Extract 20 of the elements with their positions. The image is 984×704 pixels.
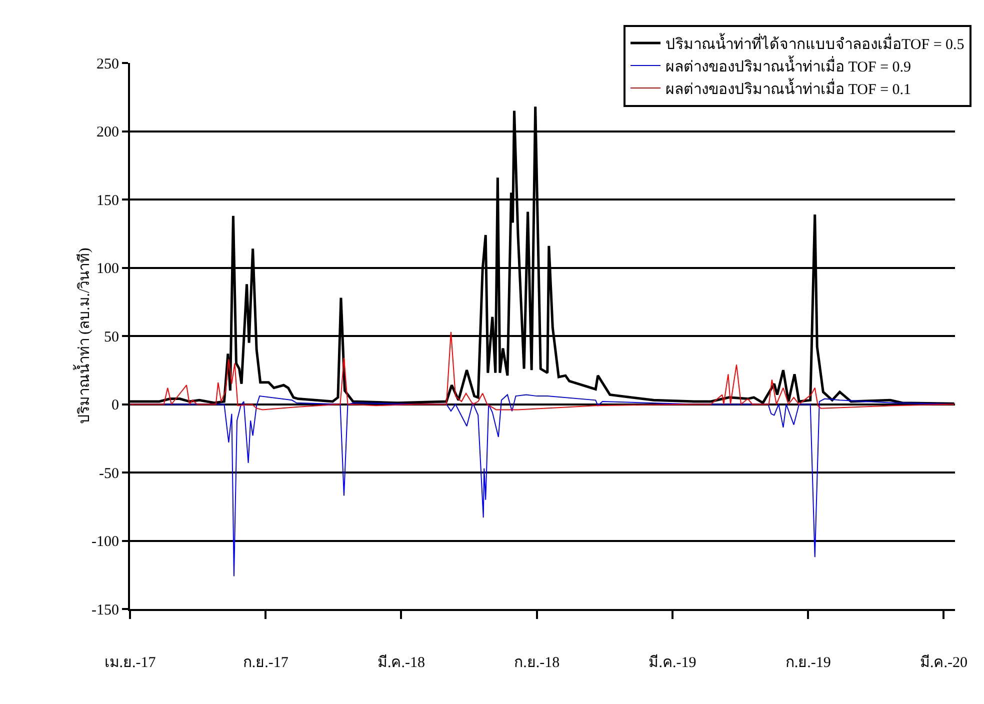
y-tick-label: 50 [104, 329, 119, 346]
x-tick-label: มี.ค.-18 [377, 654, 425, 671]
y-tick-label: -100 [92, 534, 119, 550]
x-tick-label: มี.ค.-19 [648, 654, 696, 671]
x-tick-label: ก.ย.-19 [785, 655, 831, 671]
x-tick-label: ก.ย.-18 [514, 655, 560, 671]
y-tick-label: -50 [99, 466, 119, 482]
y-axis-title: ปริมาณน้ำท่า (ลบ.ม./วินาที) [73, 248, 93, 424]
x-tick-label: เม.ย.-17 [104, 655, 156, 671]
x-tick-label: มี.ค.-20 [920, 654, 968, 671]
legend-label: ผลต่างของปริมาณน้ำท่าเมื่อ TOF = 0.9 [666, 55, 912, 76]
y-tick-label: 0 [112, 398, 119, 414]
y-tick-label: 100 [96, 261, 119, 277]
y-tick-label: 250 [96, 56, 119, 72]
legend-label: ผลต่างของปริมาณน้ำท่าเมื่อ TOF = 0.1 [666, 78, 912, 98]
y-tick-label: -150 [92, 602, 119, 618]
x-tick-label: ก.ย.-17 [242, 655, 289, 671]
y-tick-label: 150 [96, 192, 119, 209]
legend-label: ปริมาณน้ำท่าที่ได้จากแบบจำลองเมื่อTOF = 0.5 [666, 32, 964, 53]
y-tick-label: 200 [96, 124, 119, 140]
